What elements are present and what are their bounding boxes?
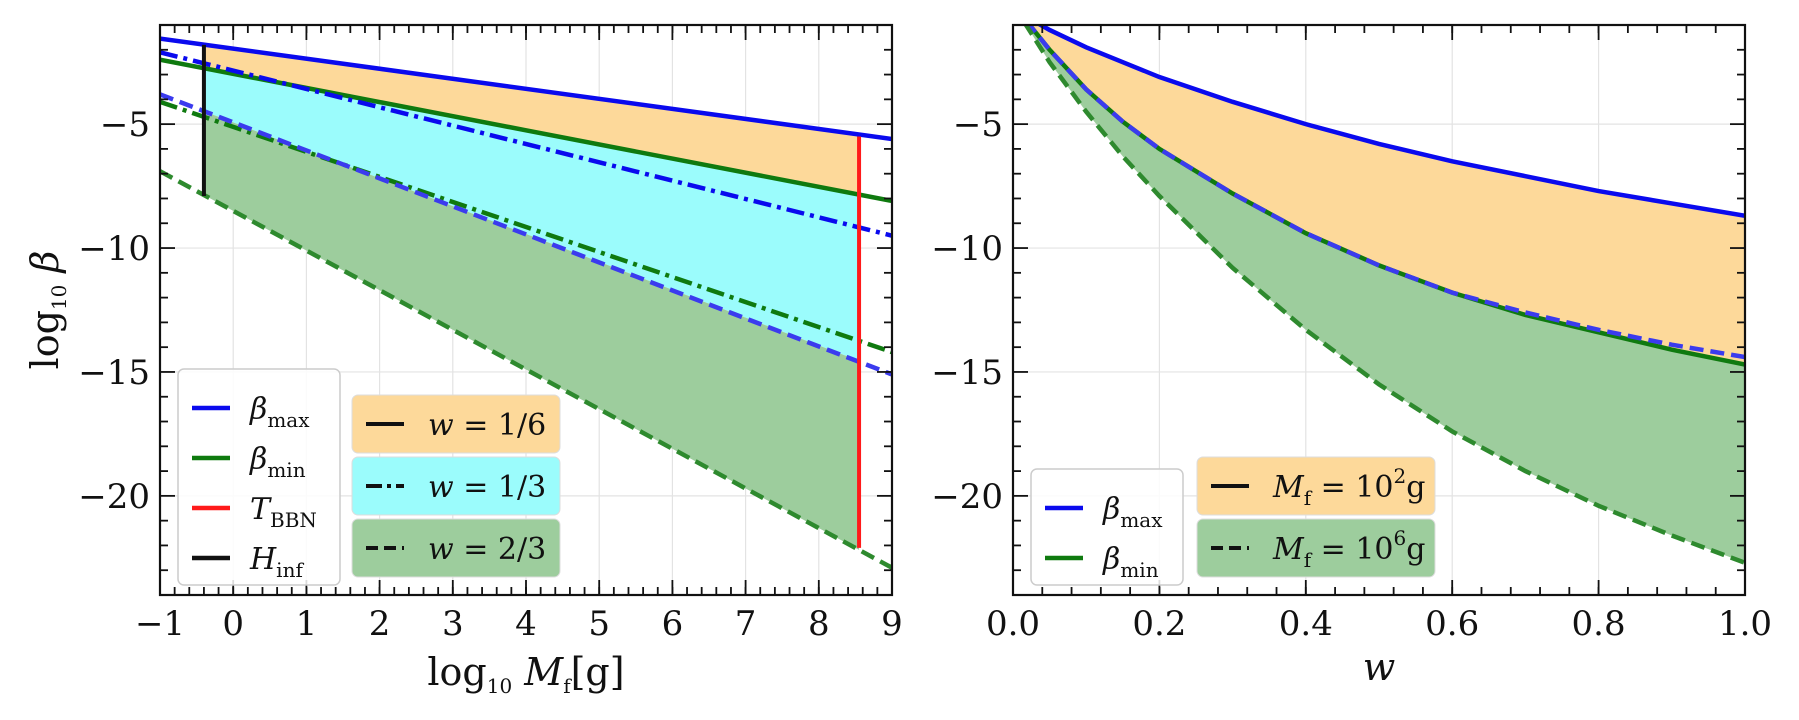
legend-label-max: βmax xyxy=(1102,492,1163,532)
series-beta_max-10-2-g xyxy=(1036,25,1745,219)
legend-row-bg xyxy=(1196,456,1436,516)
series-beta_min-10-6-g xyxy=(1023,25,1745,565)
series-beta_min-2-3 xyxy=(160,169,892,570)
x-tick-label: 1 xyxy=(296,604,318,644)
y-tick-label: −15 xyxy=(931,353,1003,393)
legend-frame xyxy=(177,368,341,586)
legend-lines: βmax βmin xyxy=(1030,468,1184,586)
band-w-1-6 xyxy=(203,44,860,196)
x-tick-label: 0.4 xyxy=(1279,604,1333,644)
x-tick-label: −1 xyxy=(135,604,185,644)
ticks xyxy=(159,24,893,596)
band-1 xyxy=(1026,25,1745,563)
legend-style-label: w = 1/3 xyxy=(428,470,546,505)
axes-frame xyxy=(1011,23,1747,597)
legend-style-label: Mf = 106g xyxy=(1272,526,1425,572)
x-axis-label: w xyxy=(1363,645,1396,689)
x-tick-label: 3 xyxy=(442,604,464,644)
plot-area xyxy=(160,36,892,570)
legend-style-label: w = 1/6 xyxy=(428,408,546,443)
series-beta_min-1-3 xyxy=(160,99,892,355)
x-tick-label: 7 xyxy=(735,604,757,644)
legend-style-label: Mf = 102g xyxy=(1272,464,1425,510)
legend-label-min: βmin xyxy=(1102,542,1159,582)
series-beta_max-10-6-g xyxy=(1026,25,1745,360)
y-tick-label: −5 xyxy=(953,105,1003,145)
series-beta_max-2-3 xyxy=(160,92,892,377)
legend-label-BBN: TBBN xyxy=(250,492,317,532)
y-tick-label: −10 xyxy=(931,229,1003,269)
plot-area xyxy=(1023,25,1745,565)
band-w-2-3 xyxy=(203,111,860,550)
y-tick-label: −15 xyxy=(78,353,150,393)
y-tick-label: −10 xyxy=(78,229,150,269)
series-beta_max-1-6 xyxy=(160,36,892,142)
ticks xyxy=(1012,24,1746,596)
y-tick-label: −20 xyxy=(78,477,150,517)
x-tick-label: 0.2 xyxy=(1132,604,1186,644)
band-w-1-3 xyxy=(203,68,860,361)
legend-row-bg xyxy=(1196,518,1436,578)
series-beta_min-1-6 xyxy=(160,57,892,204)
x-tick-label: 1.0 xyxy=(1718,604,1772,644)
legend-w: w = 1/6 w = 1/3 w = 2/3 xyxy=(351,394,561,578)
y-tick-label: −20 xyxy=(931,477,1003,517)
right-panel: 0.0 0.2 0.4 0.6 0.8 1.0 −5 −10 −15 −20 w βmax βmin Mf… xyxy=(931,23,1772,689)
band-0 xyxy=(1029,25,1745,365)
legend-label-max: βmax xyxy=(249,392,310,432)
series-beta_max-1-3 xyxy=(160,50,892,238)
legend-row-bg xyxy=(351,394,561,454)
legend-style-label: w = 2/3 xyxy=(428,532,546,567)
x-tick-label: 0.6 xyxy=(1425,604,1479,644)
legend-label-min: βmin xyxy=(249,442,306,482)
x-tick-label: 8 xyxy=(808,604,830,644)
x-tick-label: 5 xyxy=(588,604,610,644)
x-axis-label: log10 Mf[g] xyxy=(427,650,624,698)
y-axis-label: log10 β xyxy=(23,251,71,370)
legend-row-bg xyxy=(351,456,561,516)
x-tick-label: 0.0 xyxy=(986,604,1040,644)
x-tick-label: 4 xyxy=(515,604,537,644)
legend-label-inf: Hinf xyxy=(249,542,304,582)
legend-row-bg xyxy=(351,518,561,578)
x-tick-label: 6 xyxy=(662,604,684,644)
y-tick-label: −5 xyxy=(100,105,150,145)
legend-lines: βmax βmin TBBN Hinf xyxy=(177,368,341,586)
x-tick-label: 9 xyxy=(881,604,903,644)
legend-mass: Mf = 102g Mf = 106g xyxy=(1196,456,1436,578)
x-tick-label: 0.8 xyxy=(1572,604,1626,644)
x-tick-label: 2 xyxy=(369,604,391,644)
x-tick-label: 0 xyxy=(222,604,244,644)
